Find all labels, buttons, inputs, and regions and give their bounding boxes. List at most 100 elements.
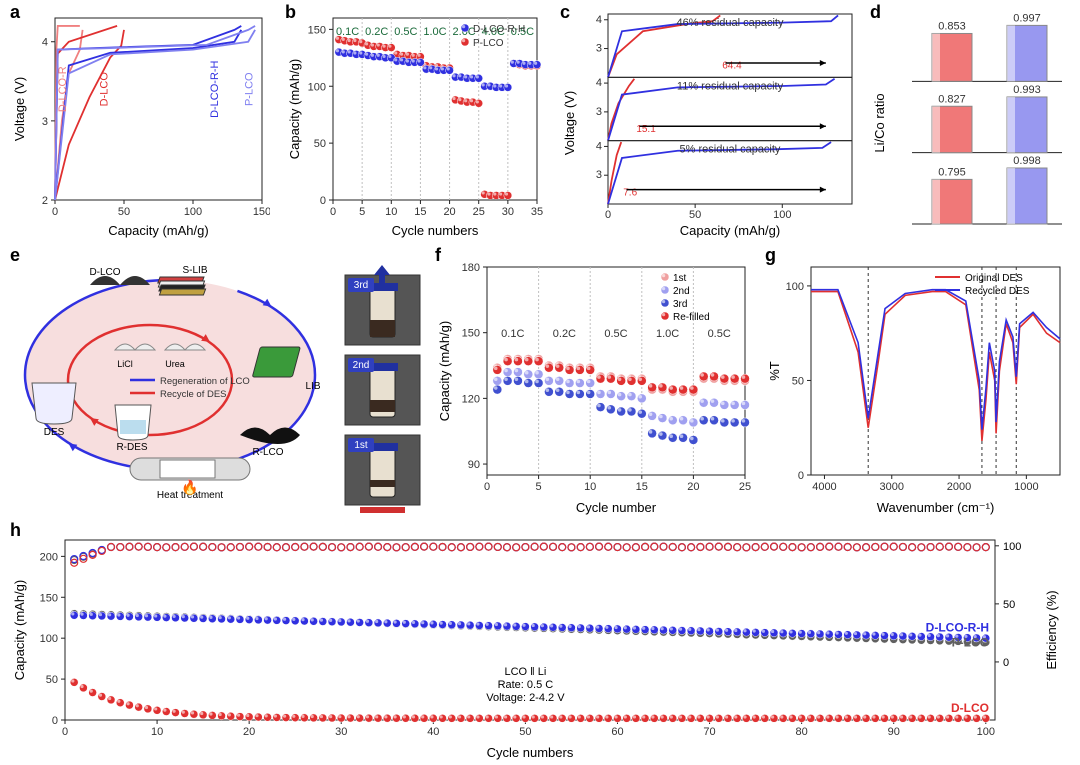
svg-text:%T: %T <box>767 361 782 381</box>
svg-text:11% residual capacity: 11% residual capacity <box>677 80 784 92</box>
svg-text:25: 25 <box>473 206 485 218</box>
svg-text:Re-filled: Re-filled <box>673 312 710 323</box>
svg-text:2nd: 2nd <box>673 286 690 297</box>
svg-text:Capacity (mAh/g): Capacity (mAh/g) <box>287 59 302 159</box>
svg-text:200: 200 <box>40 551 58 563</box>
svg-text:Cycle number: Cycle number <box>576 500 657 515</box>
chart-voltage-capacity: 050100150234Capacity (mAh/g)Voltage (V)D… <box>10 8 270 238</box>
svg-text:Capacity (mAh/g): Capacity (mAh/g) <box>108 223 208 238</box>
chart-li-co-ratio: Li/Co ratio0.8530.9970.8270.9930.7950.99… <box>870 8 1070 238</box>
panel-a: 050100150234Capacity (mAh/g)Voltage (V)D… <box>10 8 270 238</box>
svg-text:100: 100 <box>40 633 58 645</box>
svg-text:80: 80 <box>796 726 808 738</box>
svg-text:150: 150 <box>253 206 270 218</box>
svg-text:0.5C: 0.5C <box>708 328 731 340</box>
svg-text:R-LCO: R-LCO <box>252 447 283 458</box>
svg-text:50: 50 <box>1003 599 1015 611</box>
svg-text:D-LCO-R-H: D-LCO-R-H <box>209 60 221 117</box>
svg-text:3: 3 <box>596 106 602 118</box>
svg-text:4000: 4000 <box>812 481 836 493</box>
svg-text:50: 50 <box>792 375 804 387</box>
svg-text:0: 0 <box>62 726 68 738</box>
chart-residual-capacity: Voltage (V)Capacity (mAh/g)0501003446% r… <box>560 8 860 238</box>
panel-g: 4000300020001000050100Wavenumber (cm⁻¹)%… <box>765 255 1070 515</box>
svg-text:Cycle numbers: Cycle numbers <box>392 223 479 238</box>
svg-text:25: 25 <box>739 481 751 493</box>
svg-text:0.827: 0.827 <box>938 93 966 105</box>
svg-text:3rd: 3rd <box>673 299 687 310</box>
svg-text:Li/Co ratio: Li/Co ratio <box>872 93 887 152</box>
svg-text:🔥: 🔥 <box>181 479 198 496</box>
svg-text:0: 0 <box>52 206 58 218</box>
svg-text:50: 50 <box>46 674 58 686</box>
svg-text:50: 50 <box>519 726 531 738</box>
svg-text:150: 150 <box>308 24 326 36</box>
svg-text:46% residual capacity: 46% residual capacity <box>676 17 784 29</box>
svg-text:0.2C: 0.2C <box>553 328 576 340</box>
svg-text:Original DES: Original DES <box>965 273 1023 284</box>
svg-text:100: 100 <box>977 726 995 738</box>
svg-text:LCO ‖ Li: LCO ‖ Li <box>504 666 546 678</box>
svg-text:Rate: 0.5 C: Rate: 0.5 C <box>498 679 554 691</box>
svg-text:1st: 1st <box>354 440 368 451</box>
svg-text:S-LIB: S-LIB <box>182 265 207 276</box>
svg-text:Regeneration of LCO: Regeneration of LCO <box>160 376 250 387</box>
svg-text:0.5C: 0.5C <box>604 328 627 340</box>
svg-text:Recycled DES: Recycled DES <box>965 286 1030 297</box>
svg-text:LiCl: LiCl <box>117 359 133 369</box>
svg-text:5% residual capacity: 5% residual capacity <box>680 144 781 156</box>
svg-text:3: 3 <box>596 43 602 55</box>
svg-text:LIB: LIB <box>305 381 320 392</box>
svg-text:0.2C: 0.2C <box>365 26 388 38</box>
svg-text:100: 100 <box>184 206 202 218</box>
svg-text:Efficiency (%): Efficiency (%) <box>1044 590 1059 669</box>
svg-text:150: 150 <box>462 328 480 340</box>
svg-text:0.853: 0.853 <box>938 20 966 32</box>
svg-text:P-LCO: P-LCO <box>952 635 989 649</box>
svg-text:0: 0 <box>330 206 336 218</box>
diagram-recycle: D-LCOS-LIBLIBR-LCOHeat treatment🔥DESR-DE… <box>10 255 430 515</box>
svg-text:3: 3 <box>42 116 48 128</box>
svg-text:20: 20 <box>243 726 255 738</box>
svg-text:5: 5 <box>536 481 542 493</box>
svg-text:D-LCO-R-H: D-LCO-R-H <box>473 24 525 35</box>
svg-text:0: 0 <box>605 209 611 221</box>
svg-text:0.997: 0.997 <box>1013 12 1041 24</box>
svg-text:90: 90 <box>888 726 900 738</box>
panel-h: 0102030405060708090100050100150200Cycle … <box>10 530 1070 760</box>
svg-text:20: 20 <box>443 206 455 218</box>
svg-text:2000: 2000 <box>947 481 971 493</box>
svg-text:0.795: 0.795 <box>938 166 966 178</box>
svg-text:180: 180 <box>462 262 480 274</box>
svg-text:10: 10 <box>584 481 596 493</box>
panel-b: 05101520253035050100150Cycle numbersCapa… <box>285 8 545 238</box>
svg-text:90: 90 <box>468 459 480 471</box>
svg-text:50: 50 <box>689 209 701 221</box>
svg-text:Capacity (mAh/g): Capacity (mAh/g) <box>437 321 452 421</box>
svg-text:0: 0 <box>1003 657 1009 669</box>
svg-text:30: 30 <box>502 206 514 218</box>
svg-text:0: 0 <box>320 195 326 207</box>
svg-text:150: 150 <box>40 592 58 604</box>
svg-text:0: 0 <box>798 470 804 482</box>
svg-text:R-DES: R-DES <box>116 442 147 453</box>
svg-text:4: 4 <box>42 37 48 49</box>
svg-text:DES: DES <box>44 427 65 438</box>
chart-ftir: 4000300020001000050100Wavenumber (cm⁻¹)%… <box>765 255 1070 515</box>
svg-text:50: 50 <box>118 206 130 218</box>
chart-recycle-rate: 051015202590120150180Cycle numberCapacit… <box>435 255 755 515</box>
svg-text:D-LCO: D-LCO <box>89 267 120 278</box>
svg-text:D-LCO-R-H: D-LCO-R-H <box>926 621 989 635</box>
svg-text:100: 100 <box>1003 541 1021 553</box>
svg-text:100: 100 <box>773 209 791 221</box>
svg-text:15: 15 <box>636 481 648 493</box>
svg-text:4: 4 <box>596 77 602 89</box>
svg-text:P-LCO: P-LCO <box>243 72 255 106</box>
svg-text:Voltage: 2-4.2 V: Voltage: 2-4.2 V <box>486 692 565 704</box>
svg-text:Voltage (V): Voltage (V) <box>12 77 27 141</box>
svg-text:1000: 1000 <box>1014 481 1038 493</box>
svg-text:3: 3 <box>596 169 602 181</box>
svg-text:10: 10 <box>385 206 397 218</box>
svg-text:1.0C: 1.0C <box>656 328 679 340</box>
svg-text:0.998: 0.998 <box>1013 155 1041 167</box>
